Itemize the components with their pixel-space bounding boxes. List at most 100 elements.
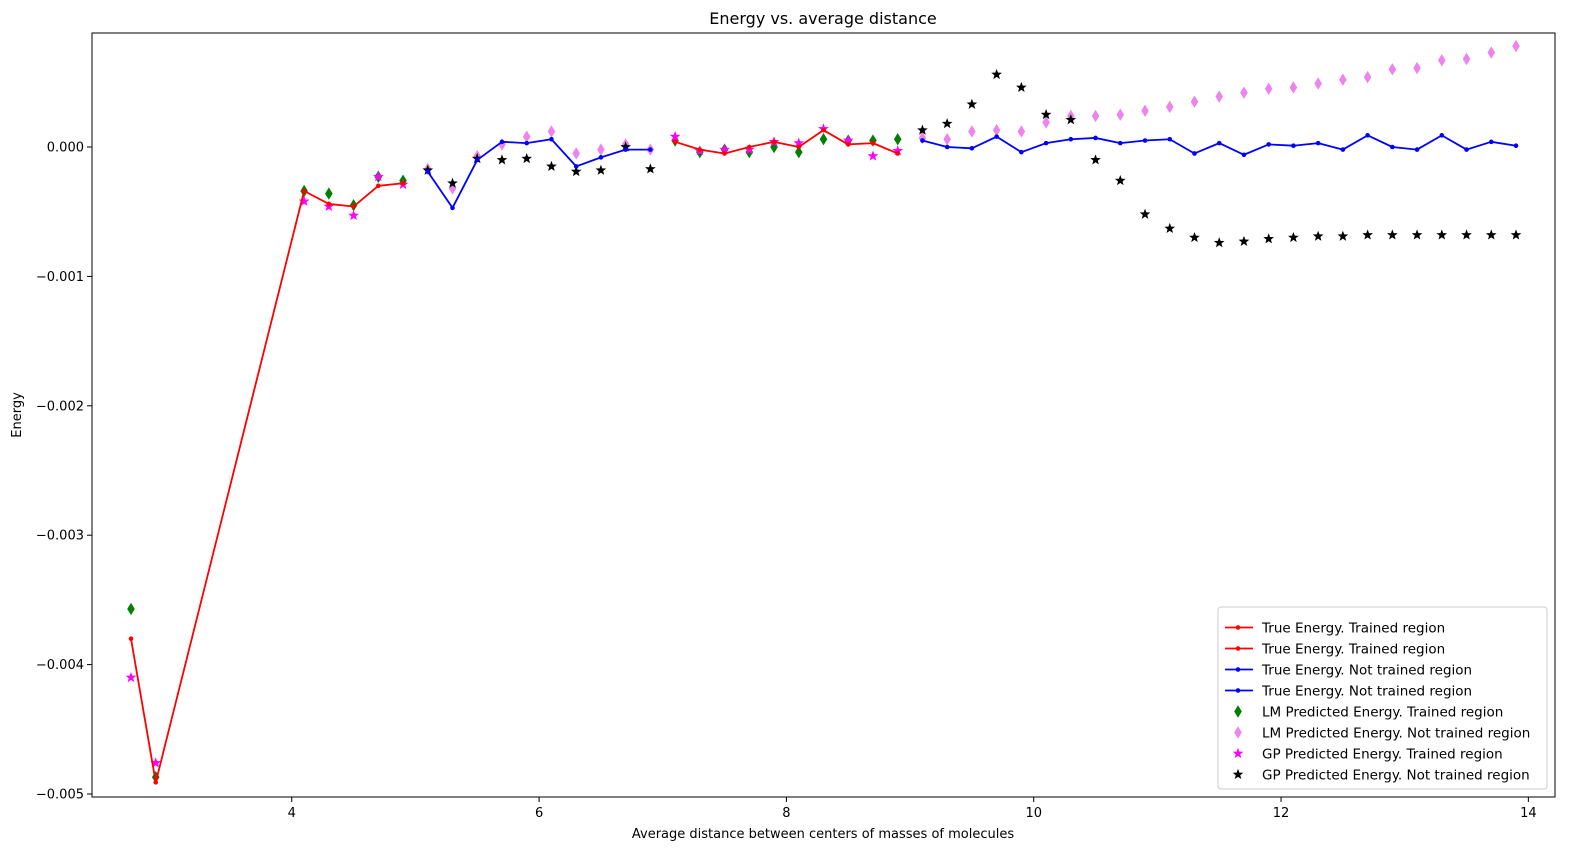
data-point-3-8 [1117,140,1123,146]
data-point-6-0 [125,671,137,683]
data-point-7-7 [595,164,607,175]
data-point-7-3 [496,154,508,165]
data-point-7-20 [1164,222,1176,234]
data-point-3-21 [1439,133,1445,138]
data-point-7-33 [1485,229,1497,240]
data-point-5-33 [1487,46,1496,59]
data-point-7-22 [1213,237,1225,248]
legend-label-2: True Energy. Not trained region [1261,662,1472,678]
data-point-1-0 [672,139,678,145]
data-point-1-7 [845,142,851,147]
data-point-7-25 [1288,231,1299,243]
legend-marker-0 [1235,625,1241,630]
legend-entry-5: LM Predicted Energy. Not trained region [1234,725,1530,741]
legend-label-6: GP Predicted Energy. Trained region [1262,746,1503,762]
legend-marker-5 [1234,726,1242,739]
series-line-1 [674,129,899,155]
data-point-2-3 [499,139,505,145]
data-point-6-9 [719,143,730,155]
data-point-4-13 [819,133,828,146]
y-axis-label: Energy [10,392,25,438]
data-point-5-30 [1413,61,1421,75]
data-point-3-2 [969,145,975,151]
data-point-7-15 [1040,109,1052,120]
data-point-3-17 [1340,147,1346,152]
legend-marker-2 [1235,667,1241,672]
data-point-2-5 [549,136,554,142]
data-point-7-31 [1436,229,1448,240]
data-point-5-12 [968,125,976,138]
data-point-7-30 [1411,229,1423,240]
series-0 [128,180,406,785]
data-point-5-15 [1042,116,1050,129]
data-point-0-5 [376,183,381,189]
data-point-1-4 [771,139,777,145]
data-point-3-13 [1241,152,1247,158]
plot-area [125,39,1522,785]
data-point-3-20 [1414,147,1420,152]
data-point-6-15 [867,150,879,161]
data-point-3-1 [944,144,950,150]
legend-label-5: LM Predicted Energy. Not trained region [1262,725,1530,741]
data-point-7-21 [1189,231,1200,243]
data-point-5-13 [992,123,1001,137]
data-point-7-32 [1461,229,1472,240]
data-point-3-12 [1216,140,1222,146]
data-point-2-0 [425,169,431,174]
data-point-3-6 [1068,136,1074,142]
axes-ticks: 4 6 8 10 12 14 −0.005 −0.004 −0.003 −0.002 −0.001 0… [36,141,1537,822]
data-point-5-4 [522,130,531,143]
data-point-6-16 [892,145,904,156]
data-point-7-24 [1263,233,1274,244]
data-point-7-18 [1114,175,1126,186]
data-point-5-22 [1215,90,1224,103]
data-point-7-34 [1510,229,1522,240]
y-tick-label-2: −0.003 [36,529,84,544]
data-point-6-2 [298,195,310,206]
data-point-3-10 [1167,136,1173,142]
data-point-7-5 [546,160,557,171]
data-point-7-12 [966,98,978,109]
data-point-2-6 [573,164,579,169]
data-point-7-16 [1065,114,1077,125]
x-tick-label-1: 6 [535,806,543,821]
data-point-3-16 [1315,140,1321,146]
legend-marker-3 [1235,688,1241,693]
legend-entry-4: LM Predicted Energy. Trained region [1234,704,1503,720]
data-point-5-24 [1264,82,1273,95]
data-point-1-5 [796,144,802,150]
data-point-5-17 [1091,109,1100,123]
data-point-7-13 [991,68,1002,80]
data-point-0-2 [301,188,307,194]
data-point-7-17 [1090,154,1101,165]
data-point-2-4 [524,140,530,146]
data-point-2-8 [623,147,628,152]
data-point-4-12 [794,145,803,159]
legend-marker-7 [1232,768,1244,780]
legend-label-3: True Energy. Not trained region [1261,683,1472,699]
data-point-3-18 [1365,133,1370,138]
data-point-4-3 [325,187,333,200]
data-point-5-23 [1240,86,1248,99]
x-tick-label-3: 10 [1025,806,1042,821]
data-point-1-3 [747,144,752,150]
data-point-0-0 [128,636,134,642]
data-point-5-11 [943,133,951,146]
data-point-2-2 [474,157,480,163]
data-point-7-23 [1238,235,1250,246]
data-point-5-10 [918,131,927,145]
data-point-3-3 [994,134,999,139]
data-point-1-6 [821,127,826,133]
legend-label-0: True Energy. Trained region [1261,620,1445,636]
data-point-3-7 [1093,135,1098,141]
data-point-6-12 [793,137,805,148]
legend-label-1: True Energy. Trained region [1261,641,1445,657]
y-tick-label-1: −0.004 [36,658,84,673]
legend-entry-2: True Energy. Not trained region [1225,662,1472,678]
data-point-5-25 [1289,81,1298,94]
data-point-5-29 [1388,63,1397,76]
y-tick-label-0: −0.005 [36,788,84,803]
x-axis-label: Average distance between centers of mass… [632,827,1014,842]
data-point-3-15 [1291,143,1296,149]
